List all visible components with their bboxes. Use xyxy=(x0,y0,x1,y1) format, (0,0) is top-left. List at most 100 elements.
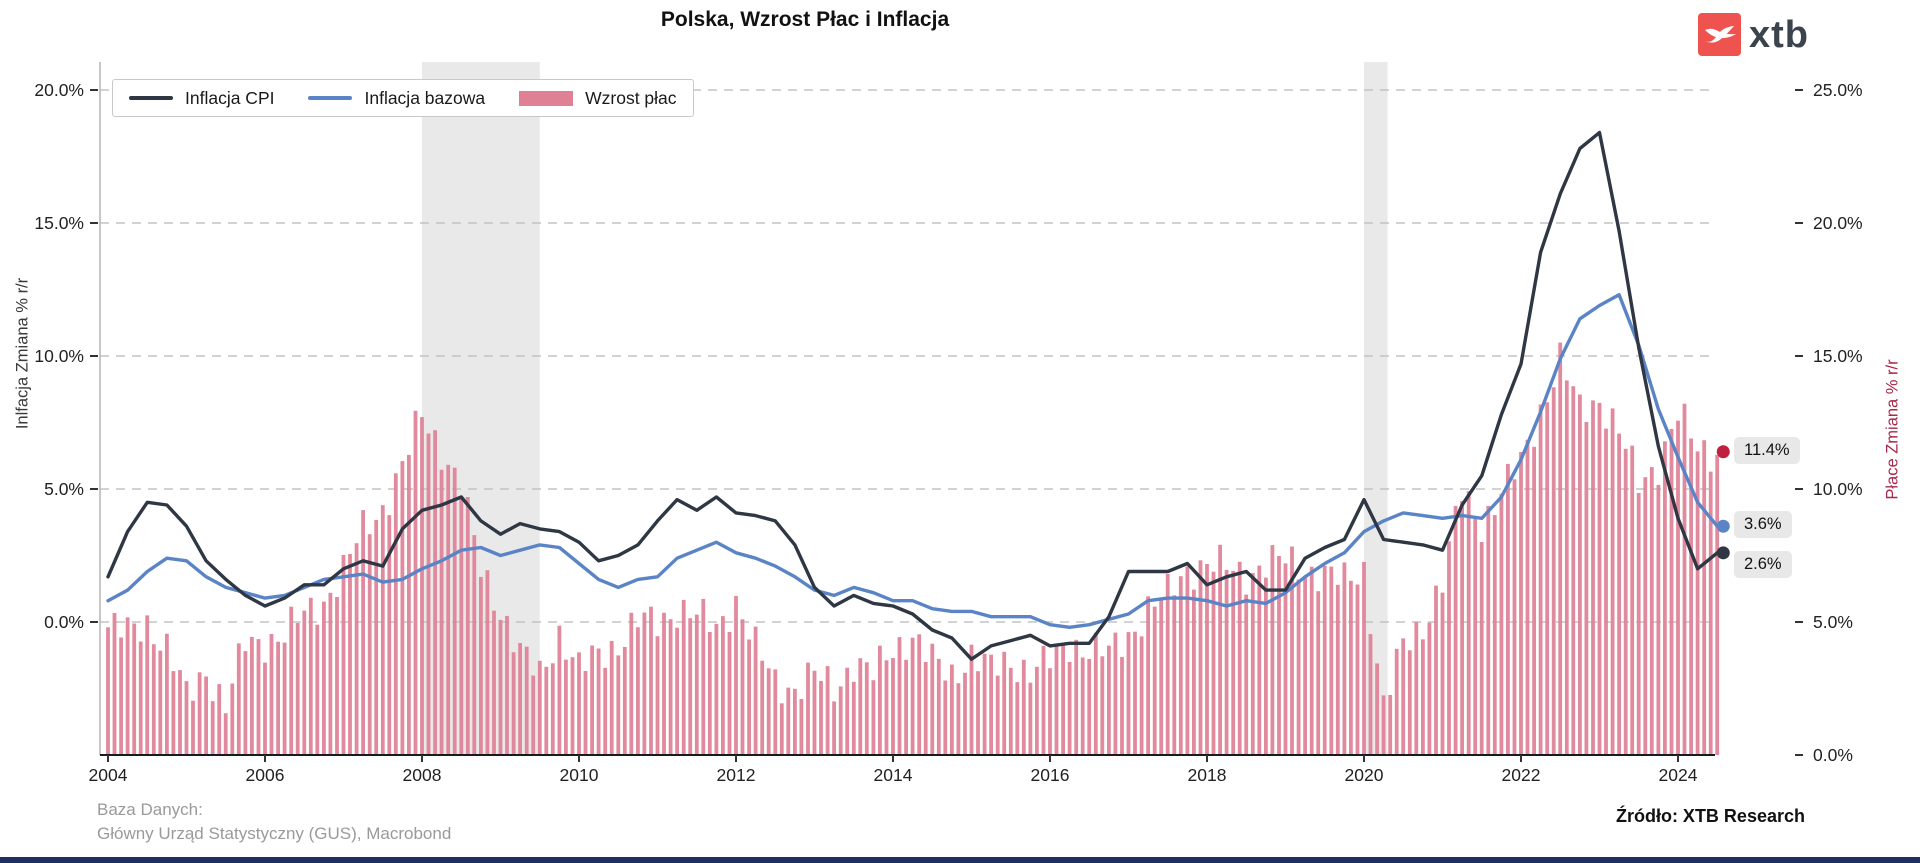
wage-bar xyxy=(930,643,935,755)
wage-bar xyxy=(1381,695,1386,755)
wage-bar xyxy=(308,597,313,755)
wage-bar xyxy=(1264,577,1268,755)
x-tick-label: 2016 xyxy=(1031,765,1070,785)
wage-bar xyxy=(518,643,522,755)
wage-bar xyxy=(1257,565,1262,755)
wage-bar xyxy=(1028,682,1033,755)
wage-bar xyxy=(236,643,241,755)
xtb-swallow-icon xyxy=(1704,26,1736,43)
right-tick-label: 0.0% xyxy=(1813,745,1853,765)
left-tick-label: 20.0% xyxy=(34,80,84,100)
wage-bar xyxy=(577,652,581,755)
wage-bar xyxy=(1035,666,1039,755)
wage-bar xyxy=(498,619,503,755)
wage-bar xyxy=(1283,563,1288,755)
wage-bar xyxy=(197,672,202,755)
wage-bar xyxy=(158,650,163,755)
wage-bar xyxy=(472,535,477,755)
wage-bar xyxy=(256,639,261,755)
wage-bar xyxy=(1178,576,1183,755)
wage-bar xyxy=(269,634,274,755)
wage-bar xyxy=(1355,584,1360,755)
wage-bar xyxy=(1061,644,1065,755)
wage-bar xyxy=(171,671,176,755)
wage-bar xyxy=(734,595,738,755)
wage-bar xyxy=(1525,439,1530,755)
gridlines xyxy=(100,89,1715,623)
wage-bar xyxy=(570,657,575,755)
wage-bar xyxy=(446,464,451,755)
wage-bar xyxy=(1172,595,1177,755)
wage-bar xyxy=(982,653,987,755)
wage-bar xyxy=(1159,598,1164,755)
wage-bar xyxy=(1551,387,1556,755)
right-tick-label: 15.0% xyxy=(1813,346,1863,366)
wage-bar xyxy=(1368,634,1373,755)
wage-bar xyxy=(1492,515,1497,755)
wage-bar xyxy=(943,680,948,755)
wage-bar xyxy=(1270,545,1275,755)
wage-bar xyxy=(1375,663,1379,755)
wage-bar xyxy=(564,659,568,755)
wage-bar xyxy=(956,683,961,755)
wage-bar xyxy=(106,627,110,755)
wage-bar xyxy=(250,636,254,755)
wage-bar xyxy=(1074,639,1079,755)
x-tick-label: 2024 xyxy=(1659,765,1698,785)
cpi-line-swatch xyxy=(129,96,173,100)
left-tick-label: 10.0% xyxy=(34,346,84,366)
wage-bar xyxy=(662,612,666,755)
wage-bar xyxy=(701,598,706,755)
wage-bar xyxy=(1087,659,1092,755)
wages-bar-swatch xyxy=(519,90,574,106)
wage-bar xyxy=(1093,632,1098,755)
wage-bar xyxy=(1702,440,1707,755)
wage-bar xyxy=(884,660,889,755)
wage-bar xyxy=(1002,651,1007,755)
wage-bar xyxy=(832,701,836,755)
wage-bar xyxy=(328,592,333,755)
wage-bar xyxy=(223,713,228,755)
wage-bar xyxy=(904,659,908,755)
wage-bar xyxy=(1152,606,1157,755)
wage-bar xyxy=(721,616,725,755)
wage-bar xyxy=(1139,636,1144,755)
wage-bar xyxy=(1460,501,1464,755)
wage-bar xyxy=(622,646,627,755)
wage-bar xyxy=(276,641,280,755)
wage-bar xyxy=(1290,546,1294,755)
wage-bar xyxy=(793,688,797,755)
wage-bar xyxy=(1649,467,1654,755)
xtb-logo-icon xyxy=(1698,13,1741,56)
series-line-core xyxy=(106,293,1720,629)
wage-bar xyxy=(112,613,117,755)
wage-bar xyxy=(348,554,352,755)
wage-bar xyxy=(976,671,980,755)
bottom-accent-bar xyxy=(0,857,1920,863)
x-tick-label: 2006 xyxy=(246,765,285,785)
wage-bar xyxy=(151,644,156,755)
wage-bar xyxy=(766,668,771,755)
wage-bar xyxy=(433,430,437,755)
wage-bar xyxy=(544,666,549,755)
end-dot xyxy=(1716,546,1730,560)
data-source-note: Baza Danych: Główny Urząd Statystyczny (… xyxy=(97,798,451,846)
wage-bar xyxy=(1656,484,1661,755)
wage-bar xyxy=(1564,380,1569,755)
wage-bar xyxy=(1506,463,1510,755)
wage-growth-bars xyxy=(106,342,1720,755)
wage-bar xyxy=(178,670,182,755)
right-tick-label: 10.0% xyxy=(1813,479,1863,499)
legend-item-wages: Wzrost płac xyxy=(519,88,677,109)
wage-bar xyxy=(361,510,365,755)
wage-bar xyxy=(1630,445,1635,755)
wage-bar xyxy=(1466,491,1471,755)
wage-bar xyxy=(217,684,222,755)
wage-bar xyxy=(812,670,817,755)
end-label-core: 3.6% xyxy=(1734,511,1792,539)
wage-bar xyxy=(995,675,1000,755)
shaded-band xyxy=(1364,62,1388,755)
wage-bar xyxy=(374,519,379,755)
wage-bar xyxy=(688,618,693,755)
